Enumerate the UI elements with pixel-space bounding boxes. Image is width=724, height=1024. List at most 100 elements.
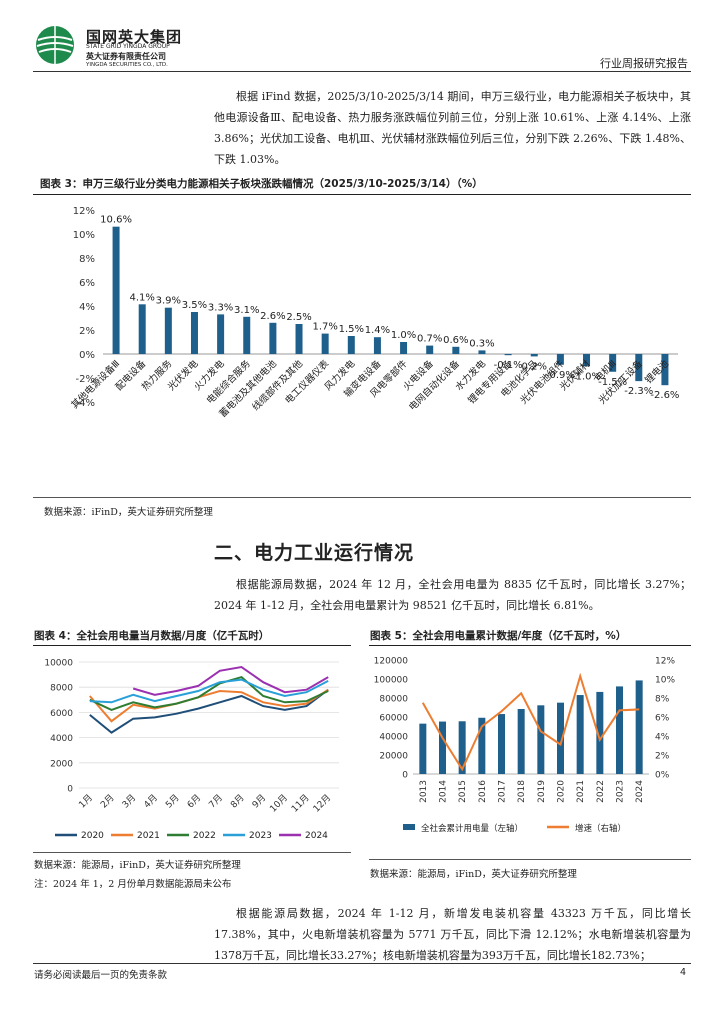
- figure4-bottom-rule: [33, 852, 351, 853]
- figure3-bottom-rule: [33, 497, 691, 498]
- figure4-note: 注：2024 年 1，2 月份单月数据能源局未公布: [34, 879, 232, 890]
- figure3-top-rule: [33, 194, 691, 195]
- page-number: 4: [679, 967, 686, 978]
- bar: [452, 346, 460, 354]
- right-y-tick-label: 12%: [655, 657, 675, 667]
- bar: [439, 721, 446, 774]
- bar: [347, 336, 355, 354]
- section2-paragraph: 根据能源局数据，2024 年 12 月，全社会用电量为 8835 亿千瓦时，同比…: [214, 578, 691, 612]
- subsidiary-name-en: YINGDA SECURITIES CO., LTD.: [86, 62, 168, 68]
- figure5-top-rule: [369, 645, 691, 646]
- left-y-tick-label: 80000: [379, 695, 408, 705]
- figure4-line-chart: 0 2000 4000 6000 8000 10000 1月 2月 3月 4月 5月 6月 7月 8月 9月…: [44, 659, 339, 841]
- x-tick-label: 2017: [498, 780, 508, 803]
- y-tick-label: -4%: [76, 398, 95, 409]
- figure5-combo-chart: 0 20000 40000 60000 80000 100000 120000 0% 2% 4% 6…: [374, 657, 676, 835]
- intro-paragraph: 根据 iFind 数据，2025/3/10-2025/3/14 期间，申万三级行…: [214, 90, 691, 166]
- bar: [419, 723, 427, 774]
- data-label: -0.1%: [494, 360, 523, 371]
- data-label: 2.6%: [260, 311, 285, 322]
- y-tick-label: 0: [67, 785, 73, 795]
- figure4-title: 图表 4：全社会用电量当月数据/月度（亿千瓦时）: [34, 630, 270, 642]
- legend-label: 2021: [137, 831, 160, 841]
- legend-label-bars: 全社会累计用电量（左轴）: [421, 823, 523, 834]
- data-label: 0.7%: [417, 334, 442, 345]
- bar: [295, 324, 303, 354]
- x-tick-label: 2018: [517, 780, 527, 803]
- data-label: 1.5%: [339, 324, 364, 335]
- x-tick-label: 2015: [458, 780, 468, 803]
- legend-label-line: 增速（右轴）: [575, 823, 626, 834]
- bar: [112, 226, 120, 354]
- x-tick-label: 9月: [250, 792, 268, 810]
- data-label: -0.9%: [546, 370, 575, 381]
- right-y-tick-label: 6%: [655, 714, 670, 724]
- legend-label: 2023: [249, 831, 272, 841]
- x-tick-label: 2024: [635, 780, 645, 803]
- bar: [458, 721, 466, 774]
- bar: [556, 354, 564, 365]
- y-tick-label: 8000: [50, 684, 73, 694]
- bar: [373, 337, 381, 354]
- company-name-en: STATE GRID YINGDA GROUP: [86, 43, 170, 50]
- bar: [243, 316, 251, 354]
- legend-label: 2020: [81, 831, 104, 841]
- header-divider: [33, 71, 691, 72]
- series-line-2022: [89, 675, 329, 711]
- x-tick-label: 2020: [557, 780, 567, 803]
- x-tick-label: 3月: [120, 792, 138, 810]
- x-tick-label: 2月: [98, 792, 116, 810]
- data-label: 3.1%: [234, 305, 259, 316]
- y-tick-label: 2000: [50, 759, 73, 769]
- bar: [426, 345, 434, 354]
- legend-label: 2024: [305, 831, 328, 841]
- bar: [190, 312, 198, 354]
- x-tick-label: 5月: [163, 792, 181, 810]
- left-y-tick-label: 20000: [379, 752, 408, 762]
- x-tick-label: 2016: [478, 780, 488, 803]
- left-y-tick-label: 100000: [374, 676, 409, 686]
- data-label: 0.2%: [522, 361, 547, 372]
- legend-label: 2022: [193, 831, 216, 841]
- y-tick-label: 10000: [44, 659, 73, 669]
- x-tick-label: 1月: [77, 792, 95, 810]
- series-line-2024: [132, 665, 329, 696]
- x-tick-label: 2023: [616, 780, 626, 803]
- y-tick-label: 6%: [79, 278, 95, 289]
- data-label: 0.6%: [443, 335, 468, 346]
- report-type: 行业周报研究报告: [600, 57, 688, 70]
- bar: [217, 314, 225, 354]
- subsidiary-name-cn: 英大证券有限责任公司: [86, 52, 166, 61]
- x-tick-label: 2021: [576, 780, 586, 803]
- series-line-2020: [89, 688, 329, 734]
- bar: [537, 705, 545, 774]
- data-label: 3.9%: [156, 296, 181, 307]
- data-label: 10.6%: [100, 215, 132, 226]
- bar: [498, 714, 505, 774]
- y-tick-label: 0%: [79, 350, 95, 361]
- bar: [269, 322, 277, 354]
- footer-disclaimer: 请务必阅读最后一页的免责条款: [34, 970, 168, 981]
- growth-line: [421, 672, 640, 772]
- data-label: 0.3%: [469, 338, 494, 349]
- series-line-2021: [89, 688, 329, 723]
- data-label: 2.5%: [286, 312, 311, 323]
- right-y-tick-label: 10%: [655, 676, 675, 686]
- y-tick-label: -2%: [76, 374, 95, 385]
- figure5-bottom-rule: [369, 859, 691, 860]
- legend-swatch-bars: [403, 824, 415, 830]
- data-label: 3.5%: [182, 300, 207, 311]
- x-tick-label: 8月: [228, 792, 246, 810]
- bar: [530, 354, 538, 357]
- data-label: 1.4%: [365, 325, 390, 336]
- section2-heading: 二、电力工业运行情况: [214, 542, 415, 564]
- bar: [576, 695, 584, 774]
- bar: [661, 354, 669, 386]
- bar: [635, 680, 643, 774]
- left-y-tick-label: 0: [402, 771, 408, 781]
- bar: [478, 717, 486, 774]
- data-label: 4.1%: [130, 292, 155, 303]
- y-tick-label: 6000: [50, 709, 73, 719]
- x-tick-label: 12月: [311, 792, 333, 814]
- data-label: 3.3%: [208, 302, 233, 313]
